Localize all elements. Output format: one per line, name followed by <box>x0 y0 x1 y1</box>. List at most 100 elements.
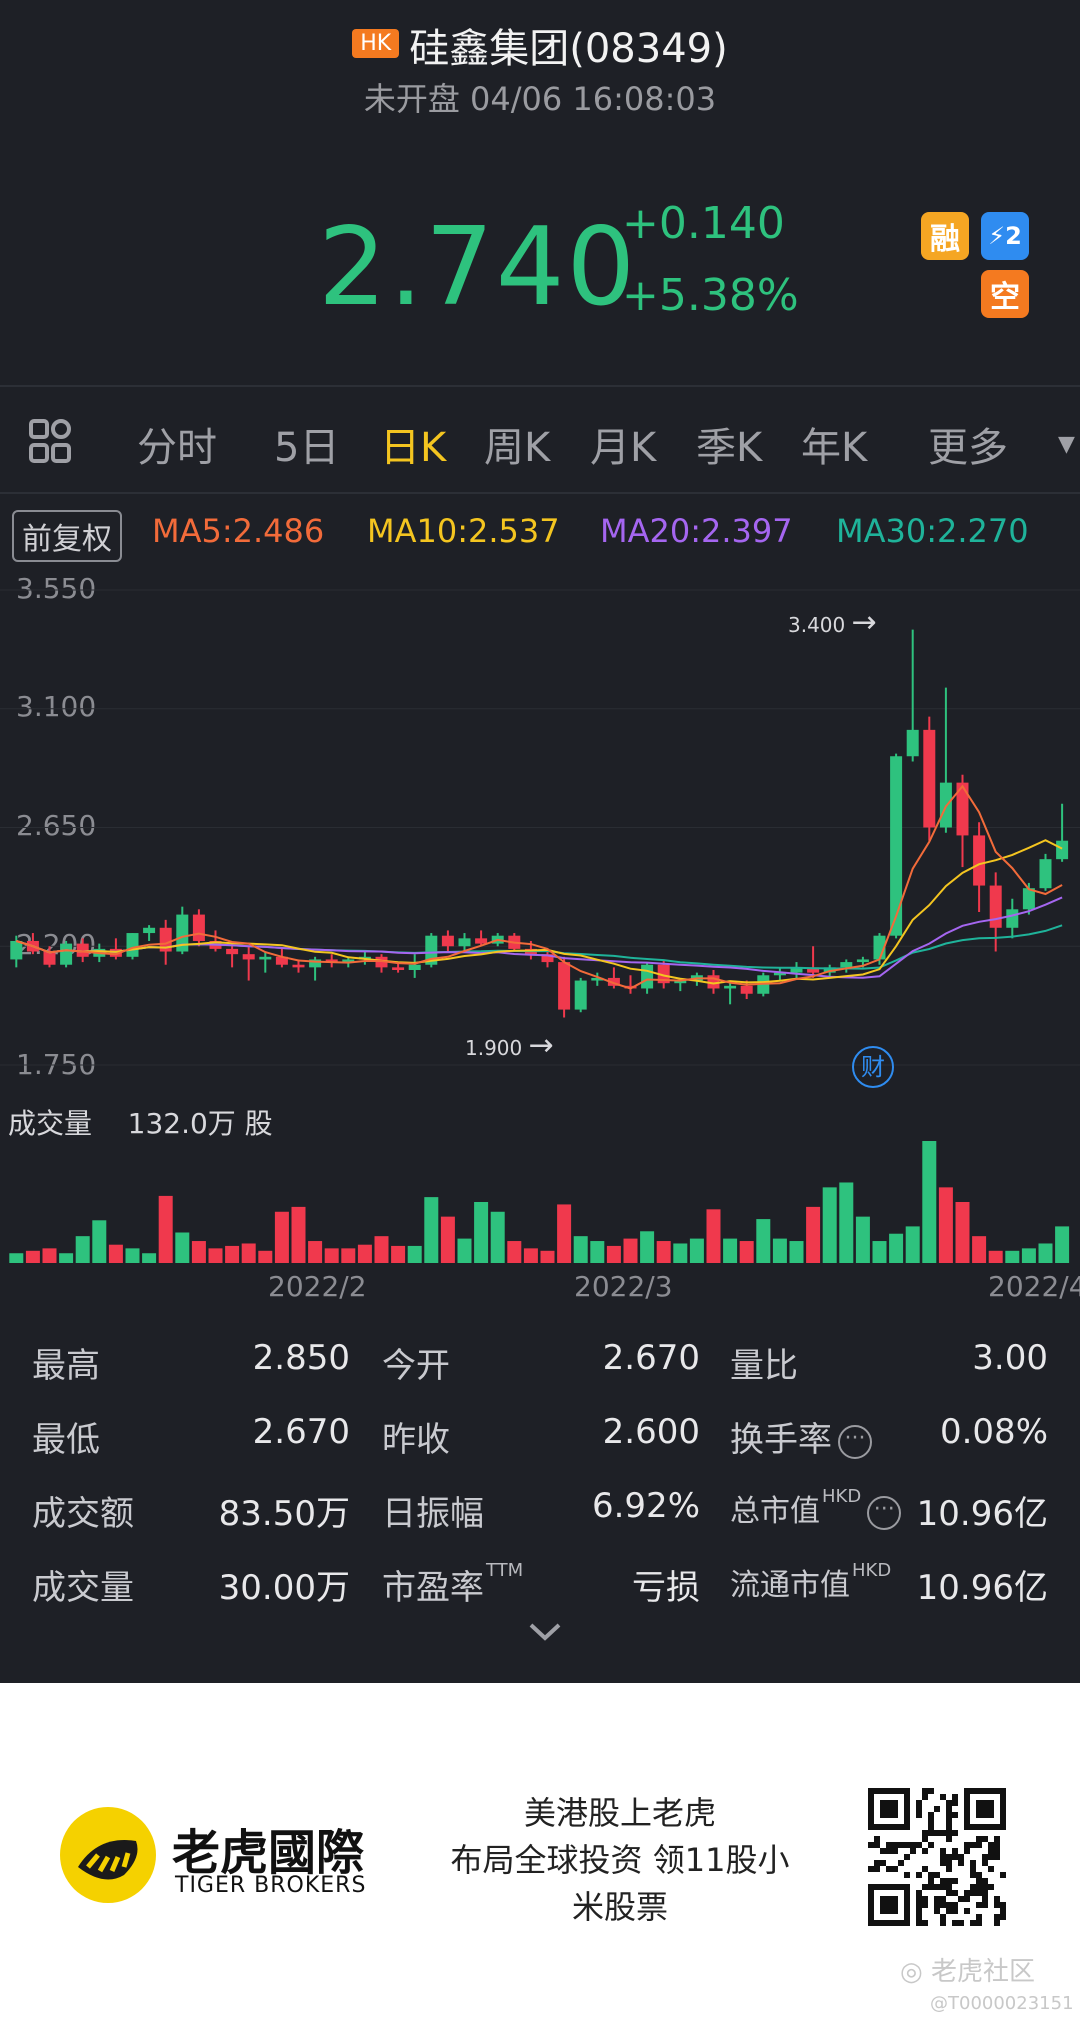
candle-body[interactable] <box>657 964 670 984</box>
tab-quarterly-k[interactable]: 季K <box>696 425 763 471</box>
expand-chevron-icon[interactable] <box>528 1622 562 1646</box>
level2-badge[interactable]: ⚡2 <box>981 212 1029 260</box>
candle-body[interactable] <box>773 972 786 976</box>
candlestick-chart[interactable] <box>0 560 1080 1080</box>
more-icon[interactable]: ··· <box>867 1495 902 1530</box>
qr-module <box>976 1890 982 1896</box>
qr-module <box>976 1884 982 1890</box>
ma5-label: MA5:2.486 <box>152 512 325 550</box>
qr-module <box>952 1794 958 1800</box>
grid-menu-icon[interactable] <box>28 418 74 468</box>
short-badge[interactable]: 空 <box>981 270 1029 318</box>
tab-intraday[interactable]: 分时 <box>137 425 217 471</box>
candle-body[interactable] <box>392 967 405 970</box>
candle-body[interactable] <box>641 964 654 989</box>
candle-body[interactable] <box>923 729 936 828</box>
candle-body[interactable] <box>591 977 604 981</box>
candle-body[interactable] <box>259 956 272 960</box>
candle-body[interactable] <box>342 959 355 963</box>
qr-module <box>922 1866 928 1872</box>
volume-bar <box>988 1250 1003 1263</box>
more-icon[interactable]: ··· <box>838 1424 872 1459</box>
candle-body[interactable] <box>989 885 1002 928</box>
candle-body[interactable] <box>275 956 288 965</box>
candle-body[interactable] <box>607 977 620 986</box>
volume-chart[interactable] <box>0 1130 1080 1265</box>
candle-body[interactable] <box>807 967 820 973</box>
tab-weekly-k[interactable]: 周K <box>484 425 551 471</box>
candle-body[interactable] <box>226 948 239 955</box>
candle-body[interactable] <box>242 954 255 960</box>
tab-5day[interactable]: 5日 <box>274 425 340 471</box>
candle-body[interactable] <box>1006 909 1019 928</box>
qr-module <box>952 1854 958 1860</box>
candle-body[interactable] <box>143 927 156 934</box>
candle-body[interactable] <box>159 927 172 952</box>
qr-module <box>946 1878 952 1884</box>
qr-module <box>940 1920 946 1926</box>
candle-body[interactable] <box>375 956 388 968</box>
candle-body[interactable] <box>956 782 969 836</box>
candle-body[interactable] <box>973 835 986 886</box>
volume-bar <box>673 1243 688 1263</box>
candle-body[interactable] <box>1056 840 1069 860</box>
qr-module <box>874 1860 880 1866</box>
qr-module <box>916 1914 922 1920</box>
candle-body[interactable] <box>541 954 554 963</box>
volume-bar <box>739 1241 754 1263</box>
candle-body[interactable] <box>574 980 587 1010</box>
candle-body[interactable] <box>624 985 637 989</box>
tab-more[interactable]: 更多 <box>928 425 1008 471</box>
candle-body[interactable] <box>292 964 305 968</box>
candle-body[interactable] <box>823 967 836 973</box>
candle-body[interactable] <box>176 914 189 952</box>
candle-body[interactable] <box>890 756 903 936</box>
candle-body[interactable] <box>10 940 23 960</box>
candle-body[interactable] <box>425 935 438 965</box>
candle-body[interactable] <box>674 980 687 984</box>
volume-bar <box>689 1238 704 1263</box>
candle-body[interactable] <box>724 985 737 989</box>
tab-yearly-k[interactable]: 年K <box>801 425 868 471</box>
candle-body[interactable] <box>475 938 488 944</box>
qr-module <box>934 1806 940 1812</box>
candle-body[interactable] <box>558 962 571 1010</box>
qr-code-icon[interactable] <box>868 1788 1006 1926</box>
margin-badge[interactable]: 融 <box>921 212 969 260</box>
candle-body[interactable] <box>458 938 471 947</box>
candle-body[interactable] <box>60 943 73 965</box>
qr-module <box>952 1830 958 1836</box>
qr-module <box>964 1908 970 1914</box>
volume-bar <box>573 1236 588 1263</box>
candle-body[interactable] <box>1039 859 1052 889</box>
financial-event-icon[interactable]: 财 <box>852 1046 894 1088</box>
candle-body[interactable] <box>906 729 919 757</box>
qr-module <box>970 1884 976 1890</box>
candle-body[interactable] <box>408 964 421 970</box>
candle-body[interactable] <box>441 935 454 947</box>
candle-body[interactable] <box>1022 888 1035 910</box>
low-annotation: 1.900 → <box>465 1028 554 1063</box>
candle-body[interactable] <box>840 962 853 968</box>
candle-body[interactable] <box>76 943 89 957</box>
volume-bar <box>175 1232 190 1263</box>
chevron-down-icon[interactable]: ▼ <box>1058 432 1075 457</box>
candle-body[interactable] <box>126 933 139 957</box>
candle-body[interactable] <box>309 959 322 968</box>
adjust-selector[interactable]: 前复权 <box>12 510 122 562</box>
candle-body[interactable] <box>740 985 753 994</box>
candle-body[interactable] <box>43 951 56 965</box>
volume-bar <box>507 1241 522 1263</box>
candle-body[interactable] <box>325 959 338 963</box>
qr-module <box>922 1920 928 1926</box>
price-change: +0.140 <box>622 198 785 249</box>
tab-monthly-k[interactable]: 月K <box>590 425 657 471</box>
candle-body[interactable] <box>790 967 803 973</box>
brand-name-en: TIGER BROKERS <box>175 1873 367 1898</box>
qr-module <box>952 1800 958 1806</box>
tab-daily-k[interactable]: 日K <box>380 425 447 471</box>
candle-body[interactable] <box>192 914 205 941</box>
candle-body[interactable] <box>856 959 869 963</box>
qr-module <box>982 1836 988 1842</box>
watermark-id: @T0000023151 <box>930 1993 1074 2014</box>
